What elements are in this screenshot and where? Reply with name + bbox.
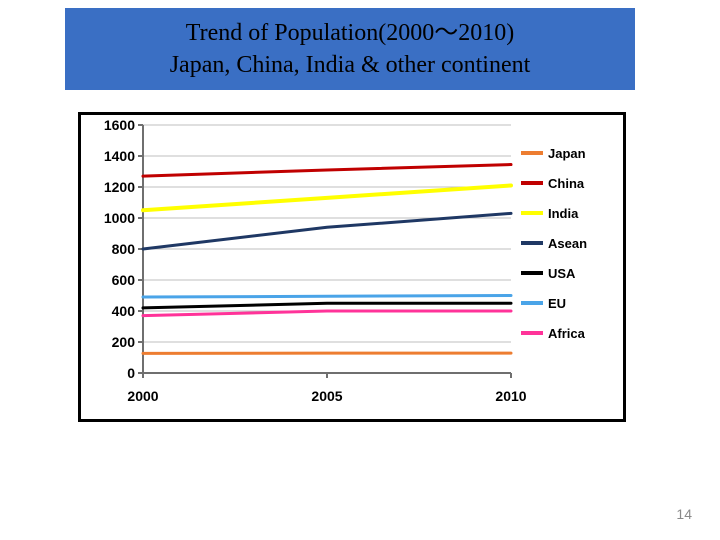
y-tick-label: 600	[112, 272, 136, 288]
series-china	[143, 165, 511, 177]
y-tick-label: 1000	[104, 210, 135, 226]
x-tick-label: 2010	[495, 388, 526, 404]
legend-label: Africa	[548, 326, 586, 341]
legend-label: China	[548, 176, 585, 191]
legend-label: EU	[548, 296, 566, 311]
series-asean	[143, 213, 511, 249]
title-line-2: Japan, China, India & other continent	[170, 49, 531, 81]
x-tick-label: 2005	[311, 388, 342, 404]
title-panel: Trend of Population(2000～2010) Japan, Ch…	[65, 8, 635, 90]
y-tick-label: 400	[112, 303, 136, 319]
series-africa	[143, 311, 511, 316]
line-chart: 0 200 400 600 800 1000 1200 1400 1600 2000 2005 201…	[81, 115, 623, 419]
title-line-1: Trend of Population(2000～2010)	[186, 17, 514, 49]
y-tick-label: 1600	[104, 117, 135, 133]
x-tick-label: 2000	[127, 388, 158, 404]
y-tick-label: 1400	[104, 148, 135, 164]
y-tick-label: 800	[112, 241, 136, 257]
chart-frame: 0 200 400 600 800 1000 1200 1400 1600 2000 2005 201…	[78, 112, 626, 422]
y-tick-label: 200	[112, 334, 136, 350]
page-number: 14	[676, 506, 692, 522]
legend-label: Asean	[548, 236, 587, 251]
legend-label: USA	[548, 266, 576, 281]
y-tick-label: 0	[127, 365, 135, 381]
legend-label: Japan	[548, 146, 586, 161]
series-india	[143, 185, 511, 210]
legend-label: India	[548, 206, 579, 221]
series-eu	[143, 296, 511, 298]
y-tick-label: 1200	[104, 179, 135, 195]
series-usa	[143, 303, 511, 308]
